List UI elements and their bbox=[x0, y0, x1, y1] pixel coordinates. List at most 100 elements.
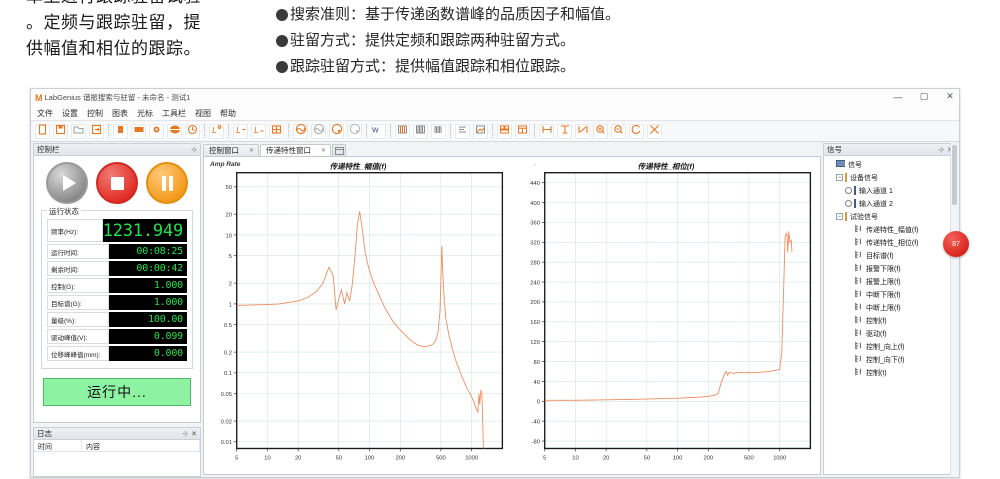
menu-settings[interactable]: 设置 bbox=[62, 108, 78, 118]
spectrum-icon[interactable] bbox=[166, 122, 183, 140]
phase-chart[interactable]: · 传递特性_相位(f) 440 400 360 320 280 240 200 160 120… bbox=[512, 157, 820, 474]
refresh-icon[interactable] bbox=[628, 122, 645, 140]
run-button[interactable] bbox=[46, 162, 88, 204]
menu-file[interactable]: 文件 bbox=[37, 108, 53, 118]
menu-view[interactable]: 视图 bbox=[195, 108, 211, 118]
collapse-toggle-icon[interactable]: − bbox=[836, 213, 843, 220]
slope-icon[interactable] bbox=[574, 122, 591, 140]
signal-stop-icon[interactable] bbox=[310, 122, 327, 140]
vmeasure-icon[interactable] bbox=[556, 122, 573, 140]
bar-chart-icon[interactable] bbox=[394, 122, 411, 140]
signal-tree-item[interactable]: 传递特性_幅值(f) bbox=[827, 223, 956, 236]
menu-control[interactable]: 控制 bbox=[87, 108, 103, 118]
bar-chart3-icon[interactable] bbox=[430, 122, 447, 140]
radio-icon[interactable] bbox=[845, 200, 852, 207]
svg-text:0.05: 0.05 bbox=[221, 392, 232, 398]
tab-control-window[interactable]: 控制窗口 ✕ bbox=[203, 144, 260, 156]
tab-label: 传递特性窗口 bbox=[266, 146, 312, 155]
fit-icon-glyph bbox=[649, 122, 660, 140]
grid-windows-icon-glyph bbox=[517, 122, 528, 140]
menu-help[interactable]: 帮助 bbox=[220, 108, 236, 118]
zoom-out-icon[interactable] bbox=[610, 122, 627, 140]
signal-tree-item[interactable]: 报警下限(f) bbox=[827, 262, 956, 275]
radio-icon[interactable] bbox=[845, 187, 852, 194]
menu-chart[interactable]: 图表 bbox=[112, 108, 128, 118]
collapse-toggle-icon[interactable]: − bbox=[836, 174, 843, 181]
clock-icon[interactable] bbox=[184, 122, 201, 140]
signal-tree-item[interactable]: 驱动(f) bbox=[827, 327, 956, 340]
signal-tree-item[interactable]: − 试验信号 bbox=[827, 210, 956, 223]
zoom-in-icon[interactable] bbox=[592, 122, 609, 140]
svg-text:1000: 1000 bbox=[773, 455, 787, 461]
signal-gray-icon[interactable] bbox=[346, 122, 363, 140]
maximize-button[interactable]: ▢ bbox=[919, 91, 929, 101]
open-folder-icon[interactable] bbox=[70, 122, 87, 140]
tab-transfer-window[interactable]: 传递特性窗口 ✕ bbox=[260, 144, 332, 156]
run-status-title: 运行状态 bbox=[47, 206, 81, 217]
close-icon[interactable]: ✕ bbox=[191, 430, 197, 438]
log-axis-degree-icon[interactable]: L bbox=[208, 122, 225, 140]
signal-run-icon[interactable] bbox=[292, 122, 309, 140]
log-down-icon[interactable]: L bbox=[250, 122, 267, 140]
list-chart-icon[interactable] bbox=[454, 122, 471, 140]
fit-icon[interactable] bbox=[646, 122, 663, 140]
menu-cursor[interactable]: 光标 bbox=[137, 108, 153, 118]
tab-close-icon[interactable]: ✕ bbox=[321, 148, 327, 154]
word-export-icon[interactable]: W bbox=[370, 122, 387, 140]
signal-tree-item[interactable]: 传递特性_相位(f) bbox=[827, 236, 956, 249]
tab-close-icon[interactable]: ✕ bbox=[249, 148, 255, 154]
scrollbar-thumb[interactable] bbox=[952, 145, 957, 205]
waveform-icon bbox=[854, 250, 866, 261]
signal-tree-label: 传递特性_幅值(f) bbox=[866, 226, 919, 234]
svg-text:0: 0 bbox=[537, 400, 541, 406]
svg-text:10: 10 bbox=[572, 455, 579, 461]
log-up-icon[interactable]: L bbox=[232, 122, 249, 140]
pin-icon[interactable]: ⊹ bbox=[191, 146, 197, 154]
signal-tree-item[interactable]: 目标谱(f) bbox=[827, 249, 956, 262]
bar-chart2-icon[interactable] bbox=[412, 122, 429, 140]
tile-windows-icon[interactable] bbox=[496, 122, 513, 140]
menu-toolbar[interactable]: 工具栏 bbox=[162, 108, 186, 118]
close-button[interactable]: ✕ bbox=[946, 91, 954, 101]
pin-icon[interactable]: ⊹ bbox=[938, 146, 945, 154]
bar-chart-icon-glyph bbox=[397, 122, 408, 140]
signal-tree-item[interactable]: 控制(t) bbox=[827, 366, 956, 379]
signal-tree-item[interactable]: 输入通道 1 bbox=[827, 184, 956, 197]
signal-tree-item[interactable]: 报警上限(f) bbox=[827, 275, 956, 288]
report-icon[interactable] bbox=[130, 122, 147, 140]
save-icon[interactable] bbox=[52, 122, 69, 140]
pin-icon[interactable]: ⊹ bbox=[182, 430, 189, 438]
stop-button[interactable] bbox=[96, 162, 138, 204]
export-icon[interactable] bbox=[88, 122, 105, 140]
signal-point-icon[interactable] bbox=[328, 122, 345, 140]
signal-tree-item[interactable]: 控制_向上(f) bbox=[827, 340, 956, 353]
signal-tree-label: 控制(f) bbox=[866, 317, 887, 325]
grid-windows-icon[interactable] bbox=[514, 122, 531, 140]
bullet-item: 跟踪驻留方式：提供幅值跟踪和相位跟踪。 bbox=[276, 54, 976, 80]
signal-tree-item[interactable]: 中断下限(f) bbox=[827, 288, 956, 301]
table-grid-icon[interactable] bbox=[268, 122, 285, 140]
signal-tree-item[interactable]: − 设备信号 bbox=[827, 171, 956, 184]
signal-tree-item[interactable]: 控制_向下(f) bbox=[827, 353, 956, 366]
settings-gear-icon[interactable] bbox=[148, 122, 165, 140]
area-chart-icon[interactable] bbox=[472, 122, 489, 140]
svg-text:-80: -80 bbox=[532, 439, 541, 445]
signal-tree-item[interactable]: 控制(f) bbox=[827, 314, 956, 327]
signal-tree-item[interactable]: 输入通道 2 bbox=[827, 197, 956, 210]
toolbar-separator bbox=[450, 124, 451, 138]
log-down-icon-glyph: L bbox=[253, 122, 264, 140]
signal-tree[interactable]: 信号 − 设备信号 输入通道 1 输入通道 2− 试验信号传递特性_幅值(f) 传递特性_相… bbox=[823, 155, 957, 475]
amplitude-chart[interactable]: Amp Rate 传递特性_幅值(f) 50 20 10 5 2 1 0.5 0.2 0.1 0.… bbox=[204, 157, 512, 474]
status-value: 100.00 bbox=[109, 312, 187, 327]
window-list-icon[interactable] bbox=[332, 144, 347, 156]
new-file-icon[interactable] bbox=[34, 122, 51, 140]
upload-icon[interactable] bbox=[112, 122, 129, 140]
minimize-button[interactable]: — bbox=[893, 91, 903, 102]
hmeasure-icon[interactable] bbox=[538, 122, 555, 140]
control-panel-header: 控制栏 ⊹ bbox=[33, 143, 201, 155]
pause-button[interactable] bbox=[146, 162, 188, 204]
signal-tree-item[interactable]: 中断上限(f) bbox=[827, 301, 956, 314]
signal-tree-item[interactable]: 信号 bbox=[827, 158, 956, 171]
signal-tree-scrollbar[interactable] bbox=[950, 143, 957, 475]
